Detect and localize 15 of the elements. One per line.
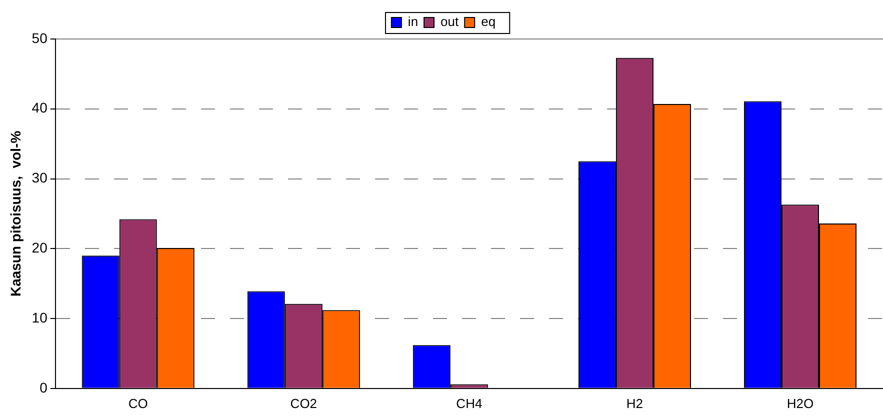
y-tick-label: 40: [32, 100, 48, 116]
x-tick-label: CH4: [456, 396, 482, 411]
legend-label: in: [408, 14, 418, 30]
y-axis-title: Kaasun pitoisuus, vol-%: [7, 130, 24, 297]
legend-label: out: [440, 14, 460, 30]
legend-label: eq: [481, 14, 496, 30]
y-tick-label: 0: [40, 379, 48, 396]
x-tick-label: H2O: [786, 396, 814, 411]
x-tick-label: H2: [626, 396, 644, 411]
y-tick-label: 30: [32, 170, 48, 186]
x-tick-label: CO: [128, 396, 148, 411]
x-tick-label: CO2: [290, 396, 318, 411]
y-tick-label: 50: [32, 30, 48, 46]
y-tick-label: 10: [32, 309, 48, 326]
y-tick-label: 20: [32, 240, 48, 256]
